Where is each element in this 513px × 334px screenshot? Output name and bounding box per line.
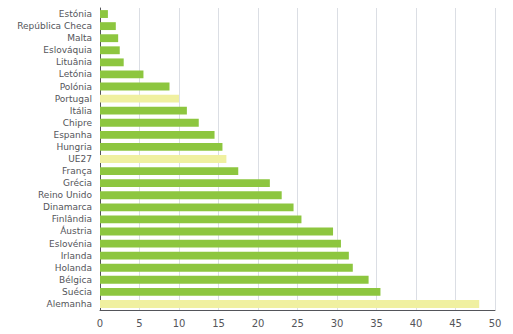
svg-text:35: 35 (370, 318, 383, 329)
svg-text:40: 40 (410, 318, 423, 329)
svg-text:Suécia: Suécia (62, 287, 92, 297)
svg-text:Espanha: Espanha (53, 130, 92, 140)
svg-text:Irlanda: Irlanda (61, 251, 92, 261)
svg-text:10: 10 (173, 318, 186, 329)
svg-text:Letónia: Letónia (59, 69, 92, 79)
svg-text:Itália: Itália (70, 106, 92, 116)
svg-text:Holanda: Holanda (55, 263, 92, 273)
svg-text:Malta: Malta (67, 33, 92, 43)
svg-text:Eslováquia: Eslováquia (43, 45, 92, 55)
svg-text:República Checa: República Checa (17, 21, 92, 31)
svg-text:45: 45 (449, 318, 462, 329)
svg-text:Bélgica: Bélgica (59, 275, 92, 285)
svg-text:Finlândia: Finlândia (52, 214, 92, 224)
svg-text:Eslovénia: Eslovénia (49, 239, 92, 249)
svg-text:Portugal: Portugal (55, 94, 92, 104)
svg-text:Alemanha: Alemanha (47, 299, 92, 309)
svg-text:Polónia: Polónia (60, 82, 92, 92)
svg-text:França: França (62, 166, 92, 176)
svg-text:0: 0 (97, 318, 103, 329)
svg-text:Reino Unido: Reino Unido (38, 190, 92, 200)
svg-text:15: 15 (212, 318, 225, 329)
svg-text:Dinamarca: Dinamarca (43, 202, 92, 212)
svg-text:30: 30 (331, 318, 344, 329)
svg-text:20: 20 (252, 318, 265, 329)
svg-text:5: 5 (136, 318, 142, 329)
svg-text:Lituânia: Lituânia (56, 57, 92, 67)
svg-text:50: 50 (489, 318, 502, 329)
svg-text:Áustria: Áustria (60, 225, 92, 236)
svg-text:UE27: UE27 (68, 154, 92, 164)
svg-text:Chipre: Chipre (63, 118, 93, 128)
svg-text:Estónia: Estónia (59, 9, 92, 19)
svg-text:25: 25 (291, 318, 304, 329)
svg-text:Grécia: Grécia (63, 178, 92, 188)
svg-text:Hungria: Hungria (56, 142, 92, 152)
